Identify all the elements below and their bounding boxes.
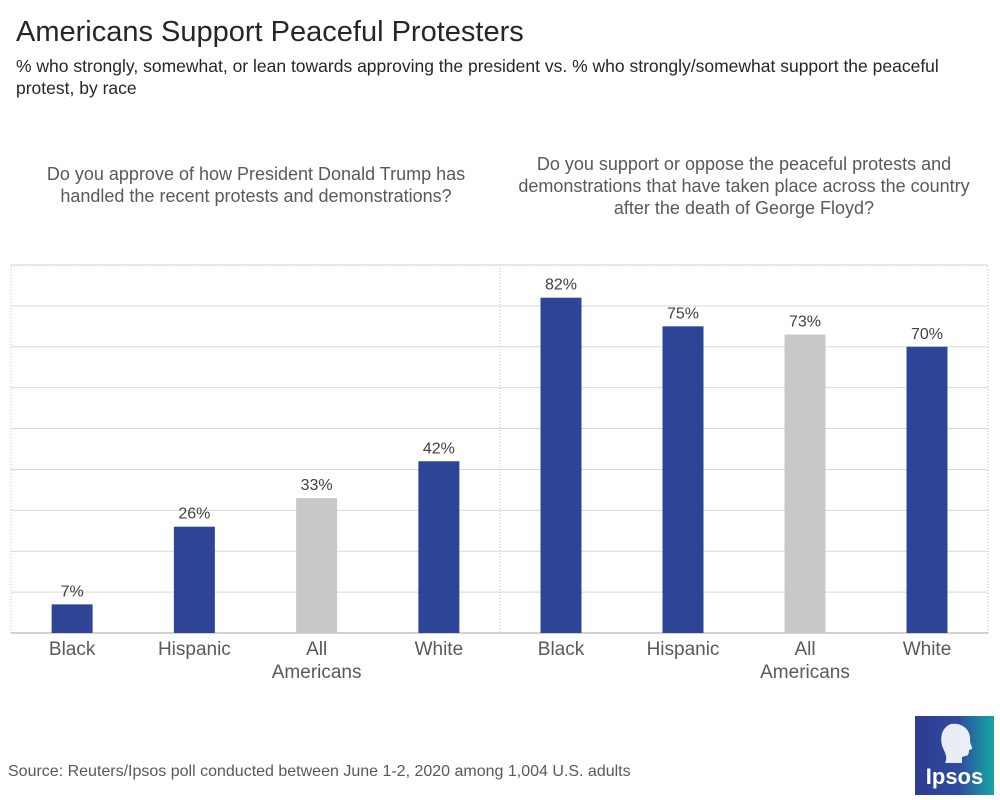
bar-approve-white <box>418 461 460 633</box>
data-label: 70% <box>911 326 943 343</box>
ipsos-logo: Ipsos <box>915 716 994 795</box>
data-label: 75% <box>667 305 699 322</box>
x-tick-label: Black <box>49 639 96 660</box>
right-panel-question: Do you support or oppose the peaceful pr… <box>518 154 970 218</box>
x-tick-label: Hispanic <box>158 639 231 660</box>
bar-approve-all-americans <box>296 498 338 633</box>
bar-chart: 7% Black 26% Hispanic 33% All Americans 42% Whit… <box>10 264 989 683</box>
data-label: 82% <box>545 277 577 294</box>
bar-support-all-americans <box>784 334 826 633</box>
x-tick-label: Hispanic <box>647 639 720 660</box>
x-tick-label: All Americans <box>272 639 362 683</box>
logo-text: Ipsos <box>926 764 983 789</box>
bar-approve-black <box>51 604 93 633</box>
bar-support-white <box>906 346 948 633</box>
data-label: 33% <box>301 477 333 494</box>
left-panel-question: Do you approve of how President Donald T… <box>46 164 466 206</box>
bar-approve-hispanic <box>173 526 215 633</box>
data-label: 26% <box>178 506 210 523</box>
x-tick-label: All Americans <box>760 639 850 683</box>
x-tick-label: White <box>903 639 952 660</box>
data-label: 73% <box>789 314 821 331</box>
chart-title: Americans Support Peaceful Protesters <box>16 16 524 48</box>
data-label: 7% <box>61 583 84 600</box>
x-tick-label: Black <box>538 639 585 660</box>
bar-support-black <box>540 297 582 633</box>
bar-support-hispanic <box>662 326 704 633</box>
x-tick-label: White <box>415 639 464 660</box>
ipsos-head-icon <box>941 723 973 763</box>
chart-subtitle: % who strongly, somewhat, or lean toward… <box>16 56 939 98</box>
source-note: Source: Reuters/Ipsos poll conducted bet… <box>8 763 631 780</box>
data-label: 42% <box>423 440 455 457</box>
